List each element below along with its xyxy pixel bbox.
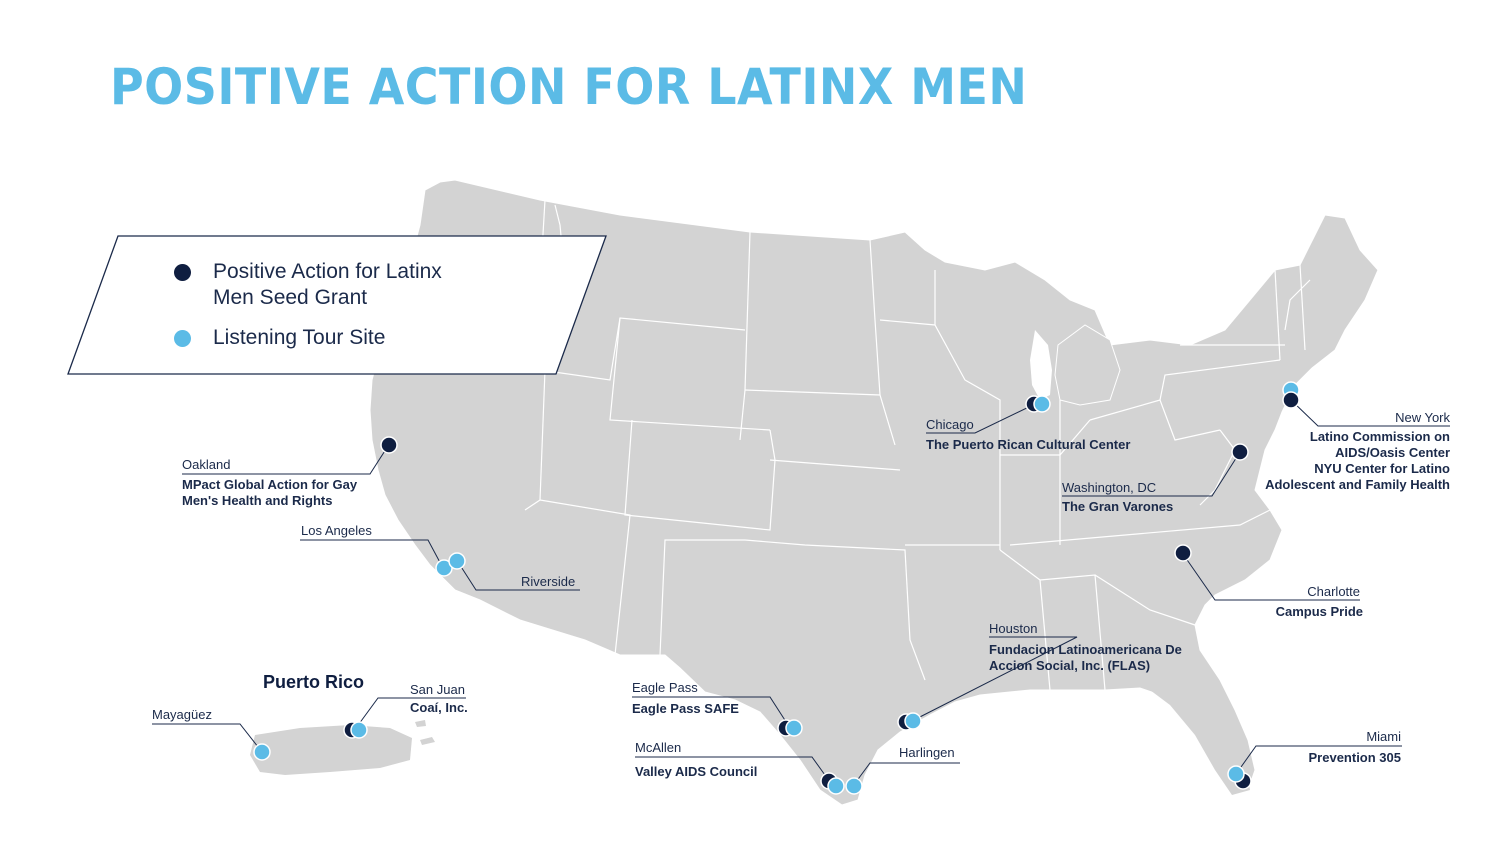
marker-tour-riverside: [448, 552, 466, 570]
leader-miami: [1235, 745, 1402, 775]
legend-seed-grant-line2: Men Seed Grant: [213, 286, 368, 309]
legend-box: [67, 235, 607, 375]
label-new-york-city: New York: [1395, 410, 1450, 425]
label-new-york-org2: AIDS/Oasis Center: [1335, 445, 1450, 460]
vieques-island: [420, 737, 435, 745]
leader-charlotte: [1182, 553, 1360, 601]
legend-seed-grant-text: Positive Action for Latinx Men Seed Gran…: [213, 259, 442, 311]
label-new-york-org1: Latino Commission on: [1309, 429, 1450, 444]
leader-riverside: [457, 561, 580, 591]
leader-houston: [909, 636, 1078, 723]
label-washington-city: Washington, DC: [1062, 480, 1157, 495]
leader-washington: [1062, 451, 1241, 497]
marker-seed-new-york: [1282, 391, 1300, 409]
marker-tour-houston: [904, 712, 922, 730]
puerto-rico-title: Puerto Rico: [263, 672, 365, 692]
leader-chicago: [926, 404, 1034, 434]
florida: [1150, 690, 1250, 795]
leader-los-angeles: [300, 539, 444, 569]
marker-tour-eagle-pass: [785, 719, 803, 737]
label-eagle-pass-org1: Eagle Pass SAFE: [632, 701, 739, 716]
legend-listening-tour: Listening Tour Site: [174, 325, 385, 351]
label-miami-city: Miami: [1366, 729, 1401, 744]
label-riverside-city: Riverside: [521, 574, 576, 589]
legend-listening-tour-text: Listening Tour Site: [213, 326, 386, 349]
label-san-juan-city: San Juan: [410, 682, 465, 697]
marker-seed-charlotte: [1174, 544, 1192, 562]
label-miami-org1: Prevention 305: [1308, 750, 1402, 765]
site-markers: [253, 381, 1300, 795]
seed-grant-dot-icon: [174, 264, 191, 281]
listening-tour-dot-icon: [174, 330, 191, 347]
label-new-york-org3: NYU Center for Latino: [1314, 461, 1450, 476]
label-mcallen-org1: Valley AIDS Council: [635, 764, 758, 779]
leader-harlingen: [852, 762, 960, 787]
label-oakland-org1: MPact Global Action for Gay: [182, 477, 358, 492]
leader-oakland: [182, 445, 389, 475]
marker-tour-mayaguez: [253, 743, 271, 761]
leader-eagle-pass: [632, 696, 791, 729]
leader-mayaguez: [152, 723, 263, 753]
leader-new-york: [1290, 399, 1450, 427]
label-charlotte-org1: Campus Pride: [1275, 604, 1363, 619]
marker-tour-miami: [1227, 765, 1245, 783]
marker-tour-mcallen: [827, 777, 845, 795]
marker-tour-san-juan: [350, 721, 368, 739]
label-eagle-pass-city: Eagle Pass: [632, 680, 698, 695]
label-los-angeles-city: Los Angeles: [301, 523, 372, 538]
lake-michigan: [1030, 330, 1052, 400]
label-chicago-city: Chicago: [926, 417, 974, 432]
label-houston-org2: Accion Social, Inc. (FLAS): [989, 658, 1151, 673]
label-houston-org1: Fundacion Latinoamericana De: [989, 642, 1182, 657]
puerto-rico-island: [250, 725, 412, 775]
label-san-juan-org1: Coaí, Inc.: [410, 700, 468, 715]
legend-seed-grant: Positive Action for Latinx Men Seed Gran…: [174, 259, 442, 311]
marker-tour-harlingen: [845, 777, 863, 795]
legend-seed-grant-line1: Positive Action for Latinx: [213, 260, 442, 283]
label-mcallen-city: McAllen: [635, 740, 682, 755]
label-chicago-org1: The Puerto Rican Cultural Center: [926, 437, 1131, 452]
leader-mcallen: [635, 756, 831, 783]
label-washington-org1: The Gran Varones: [1062, 499, 1174, 514]
label-mayaguez-city: Mayagüez: [152, 707, 212, 722]
label-oakland-city: Oakland: [182, 457, 231, 472]
label-new-york-org4: Adolescent and Family Health: [1265, 477, 1450, 492]
label-houston-city: Houston: [989, 621, 1038, 636]
culebra-island: [415, 720, 426, 727]
marker-seed-washington: [1231, 443, 1249, 461]
marker-tour-chicago: [1033, 395, 1051, 413]
label-charlotte-city: Charlotte: [1307, 584, 1360, 599]
marker-seed-oakland: [380, 436, 398, 454]
michigan-peninsula: [1054, 324, 1121, 406]
leader-lines: [152, 399, 1450, 787]
label-oakland-org2: Men's Health and Rights: [182, 493, 333, 508]
label-harlingen-city: Harlingen: [899, 745, 955, 760]
page-title: POSITIVE ACTION FOR LATINX MEN: [110, 58, 1028, 116]
leader-san-juan: [355, 697, 466, 729]
